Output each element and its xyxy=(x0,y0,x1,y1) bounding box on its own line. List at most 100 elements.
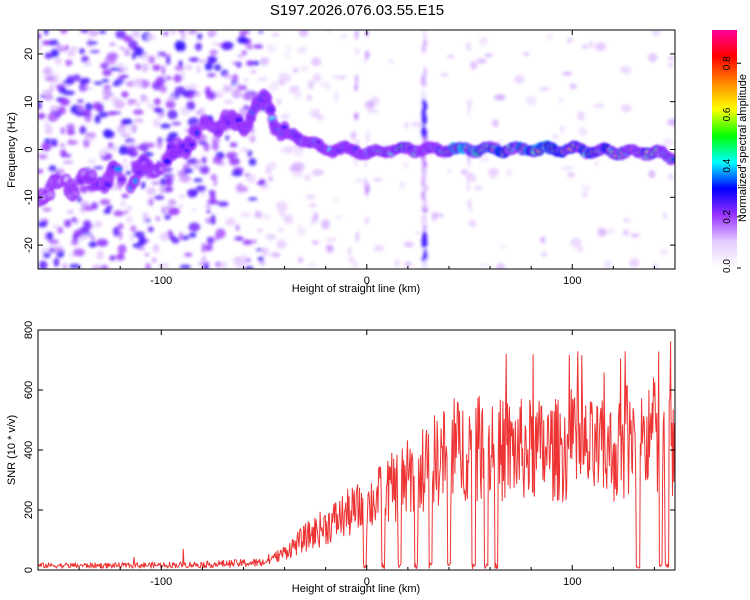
heatmap-noise-blob xyxy=(201,156,207,164)
heatmap-noise-blob xyxy=(306,263,317,267)
heatmap-noise-blob xyxy=(578,126,588,136)
heatmap-noise-blob xyxy=(629,257,640,268)
heatmap-noise-blob xyxy=(256,227,264,233)
heatmap-noise-blob xyxy=(42,90,54,94)
heatmap-noise-blob xyxy=(127,124,134,132)
heatmap-noise-blob xyxy=(667,173,674,181)
heatmap-streak-blob xyxy=(421,190,426,201)
heatmap-noise-blob xyxy=(115,30,127,39)
heatmap-noise-blob xyxy=(103,84,111,91)
heatmap-noise-blob xyxy=(276,239,287,250)
heatmap-noise-blob xyxy=(249,135,256,143)
heatmap-noise-blob xyxy=(140,181,146,190)
heatmap-noise-blob xyxy=(106,205,113,210)
heatmap-noise-blob xyxy=(148,55,156,64)
heatmap-noise-blob xyxy=(49,39,59,46)
heatmap-noise-blob xyxy=(492,119,499,128)
heatmap-noise-blob xyxy=(89,50,100,53)
heatmap-noise-blob xyxy=(582,44,588,49)
heatmap-noise-blob xyxy=(38,221,48,228)
heatmap-noise-blob xyxy=(404,261,412,267)
heatmap-noise-blob xyxy=(134,46,144,57)
heatmap-noise-blob xyxy=(309,203,317,208)
heatmap-noise-blob xyxy=(143,211,149,221)
heatmap-noise-blob xyxy=(63,219,72,228)
heatmap-noise-blob xyxy=(250,70,256,74)
heatmap-noise-blob xyxy=(552,134,559,139)
heatmap-noise-blob xyxy=(305,194,316,200)
heatmap-noise-blob xyxy=(91,264,102,269)
heatmap-noise-blob xyxy=(576,245,584,253)
heatmap-noise-blob xyxy=(102,89,110,97)
heatmap-noise-blob xyxy=(132,78,143,88)
heatmap-noise-blob xyxy=(100,264,109,269)
heatmap-noise-blob xyxy=(480,263,490,267)
heatmap-noise-blob xyxy=(210,174,217,181)
heatmap-noise-blob xyxy=(499,245,507,249)
y-tick-label: -10 xyxy=(23,189,35,205)
heatmap-streak-blob xyxy=(466,181,471,192)
heatmap-noise-blob xyxy=(146,187,156,195)
heatmap-noise-blob xyxy=(154,108,164,114)
heatmap-noise-blob xyxy=(57,106,66,115)
y-tick-label: 20 xyxy=(23,48,35,60)
colorbar-label: Normalized spectral amplitude xyxy=(737,74,749,222)
x-tick-label: -100 xyxy=(150,576,172,588)
heatmap-noise-blob xyxy=(431,211,438,222)
heatmap-noise-blob xyxy=(116,62,124,69)
heatmap-noise-blob xyxy=(210,214,216,224)
heatmap-noise-blob xyxy=(182,163,191,170)
heatmap-noise-blob xyxy=(38,218,45,222)
heatmap-noise-blob xyxy=(54,57,63,65)
heatmap-noise-blob xyxy=(98,149,107,157)
heatmap-streak-blob xyxy=(423,249,427,256)
heatmap-noise-blob xyxy=(65,59,73,66)
heatmap-noise-blob xyxy=(546,33,553,41)
heatmap-noise-blob xyxy=(80,30,90,33)
colorbar-tick-label: 0.4 xyxy=(722,158,733,172)
heatmap-noise-blob xyxy=(123,164,129,170)
heatmap-noise-blob xyxy=(82,234,92,239)
heatmap-noise-blob xyxy=(124,48,131,57)
heatmap-noise-blob xyxy=(135,63,142,70)
heatmap-noise-blob xyxy=(292,148,304,157)
heatmap-streak-blob xyxy=(467,157,472,167)
heatmap-noise-blob xyxy=(652,262,658,269)
heatmap-noise-blob xyxy=(152,64,161,71)
heatmap-noise-blob xyxy=(351,259,359,269)
heatmap-noise-blob xyxy=(51,224,60,228)
heatmap-noise-blob xyxy=(167,109,178,120)
heatmap-noise-blob xyxy=(60,30,68,34)
heatmap-noise-blob xyxy=(185,83,198,92)
heatmap-noise-blob xyxy=(232,61,240,65)
heatmap-noise-blob xyxy=(48,165,57,173)
heatmap-noise-blob xyxy=(157,262,170,269)
heatmap-noise-blob xyxy=(69,264,81,269)
heatmap-noise-blob xyxy=(42,252,51,258)
heatmap-streak-blob xyxy=(422,230,427,242)
heatmap-noise-blob xyxy=(286,45,292,52)
heatmap-noise-blob xyxy=(38,169,44,174)
y-tick-label: 800 xyxy=(23,321,35,339)
heatmap-noise-blob xyxy=(121,91,129,98)
heatmap-noise-blob xyxy=(133,118,144,123)
heatmap-noise-blob xyxy=(194,42,203,52)
heatmap-noise-blob xyxy=(78,184,89,194)
heatmap-noise-blob xyxy=(248,197,258,201)
heatmap-noise-blob xyxy=(166,75,172,81)
heatmap-noise-blob xyxy=(326,245,334,253)
heatmap-noise-blob xyxy=(237,36,248,44)
heatmap-noise-blob xyxy=(364,100,375,109)
heatmap-noise-blob xyxy=(283,214,294,224)
heatmap-noise-blob xyxy=(197,108,206,115)
x-tick-label: 100 xyxy=(563,275,581,287)
heatmap-noise-blob xyxy=(179,264,191,269)
spectrogram-heatmap xyxy=(38,30,675,269)
heatmap-noise-blob xyxy=(48,247,56,253)
snr-ylabel: SNR (10 * v/v) xyxy=(6,415,18,485)
heatmap-noise-blob xyxy=(473,184,483,191)
heatmap-noise-blob xyxy=(206,209,211,214)
heatmap-noise-blob xyxy=(163,31,169,36)
heatmap-noise-blob xyxy=(167,208,180,216)
